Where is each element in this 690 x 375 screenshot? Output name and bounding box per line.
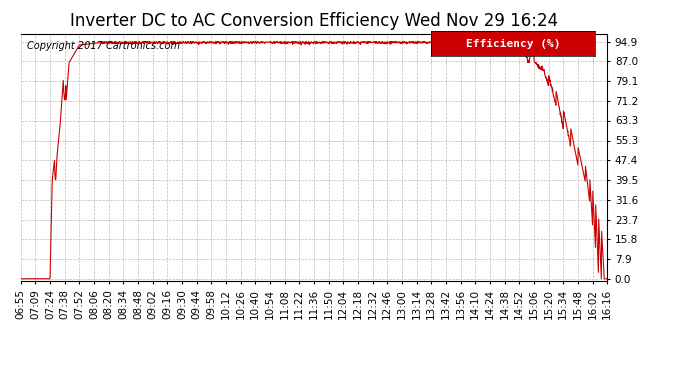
Text: Copyright 2017 Cartronics.com: Copyright 2017 Cartronics.com (26, 41, 179, 51)
Title: Inverter DC to AC Conversion Efficiency Wed Nov 29 16:24: Inverter DC to AC Conversion Efficiency … (70, 12, 558, 30)
